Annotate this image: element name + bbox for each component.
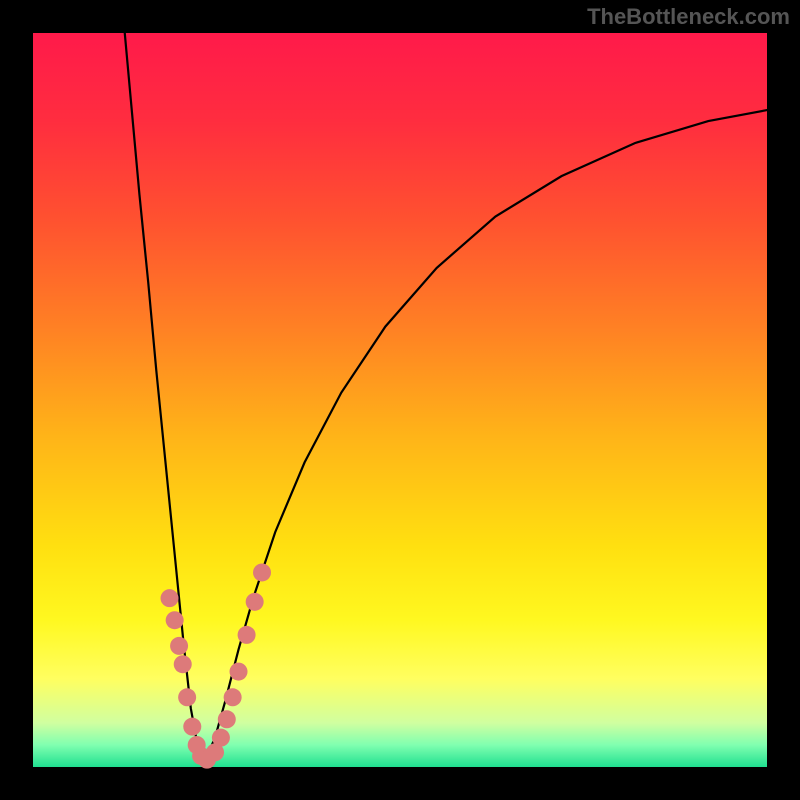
marker-point [170, 637, 188, 655]
marker-point [183, 718, 201, 736]
marker-point [166, 611, 184, 629]
marker-point [212, 729, 230, 747]
watermark-text: TheBottleneck.com [587, 4, 790, 30]
chart-container: TheBottleneck.com [0, 0, 800, 800]
marker-point [246, 593, 264, 611]
marker-point [178, 688, 196, 706]
chart-svg [0, 0, 800, 800]
marker-point [161, 589, 179, 607]
marker-point [174, 655, 192, 673]
marker-point [224, 688, 242, 706]
marker-point [253, 563, 271, 581]
marker-point [230, 663, 248, 681]
marker-point [218, 710, 236, 728]
marker-point [238, 626, 256, 644]
gradient-background [33, 33, 767, 767]
